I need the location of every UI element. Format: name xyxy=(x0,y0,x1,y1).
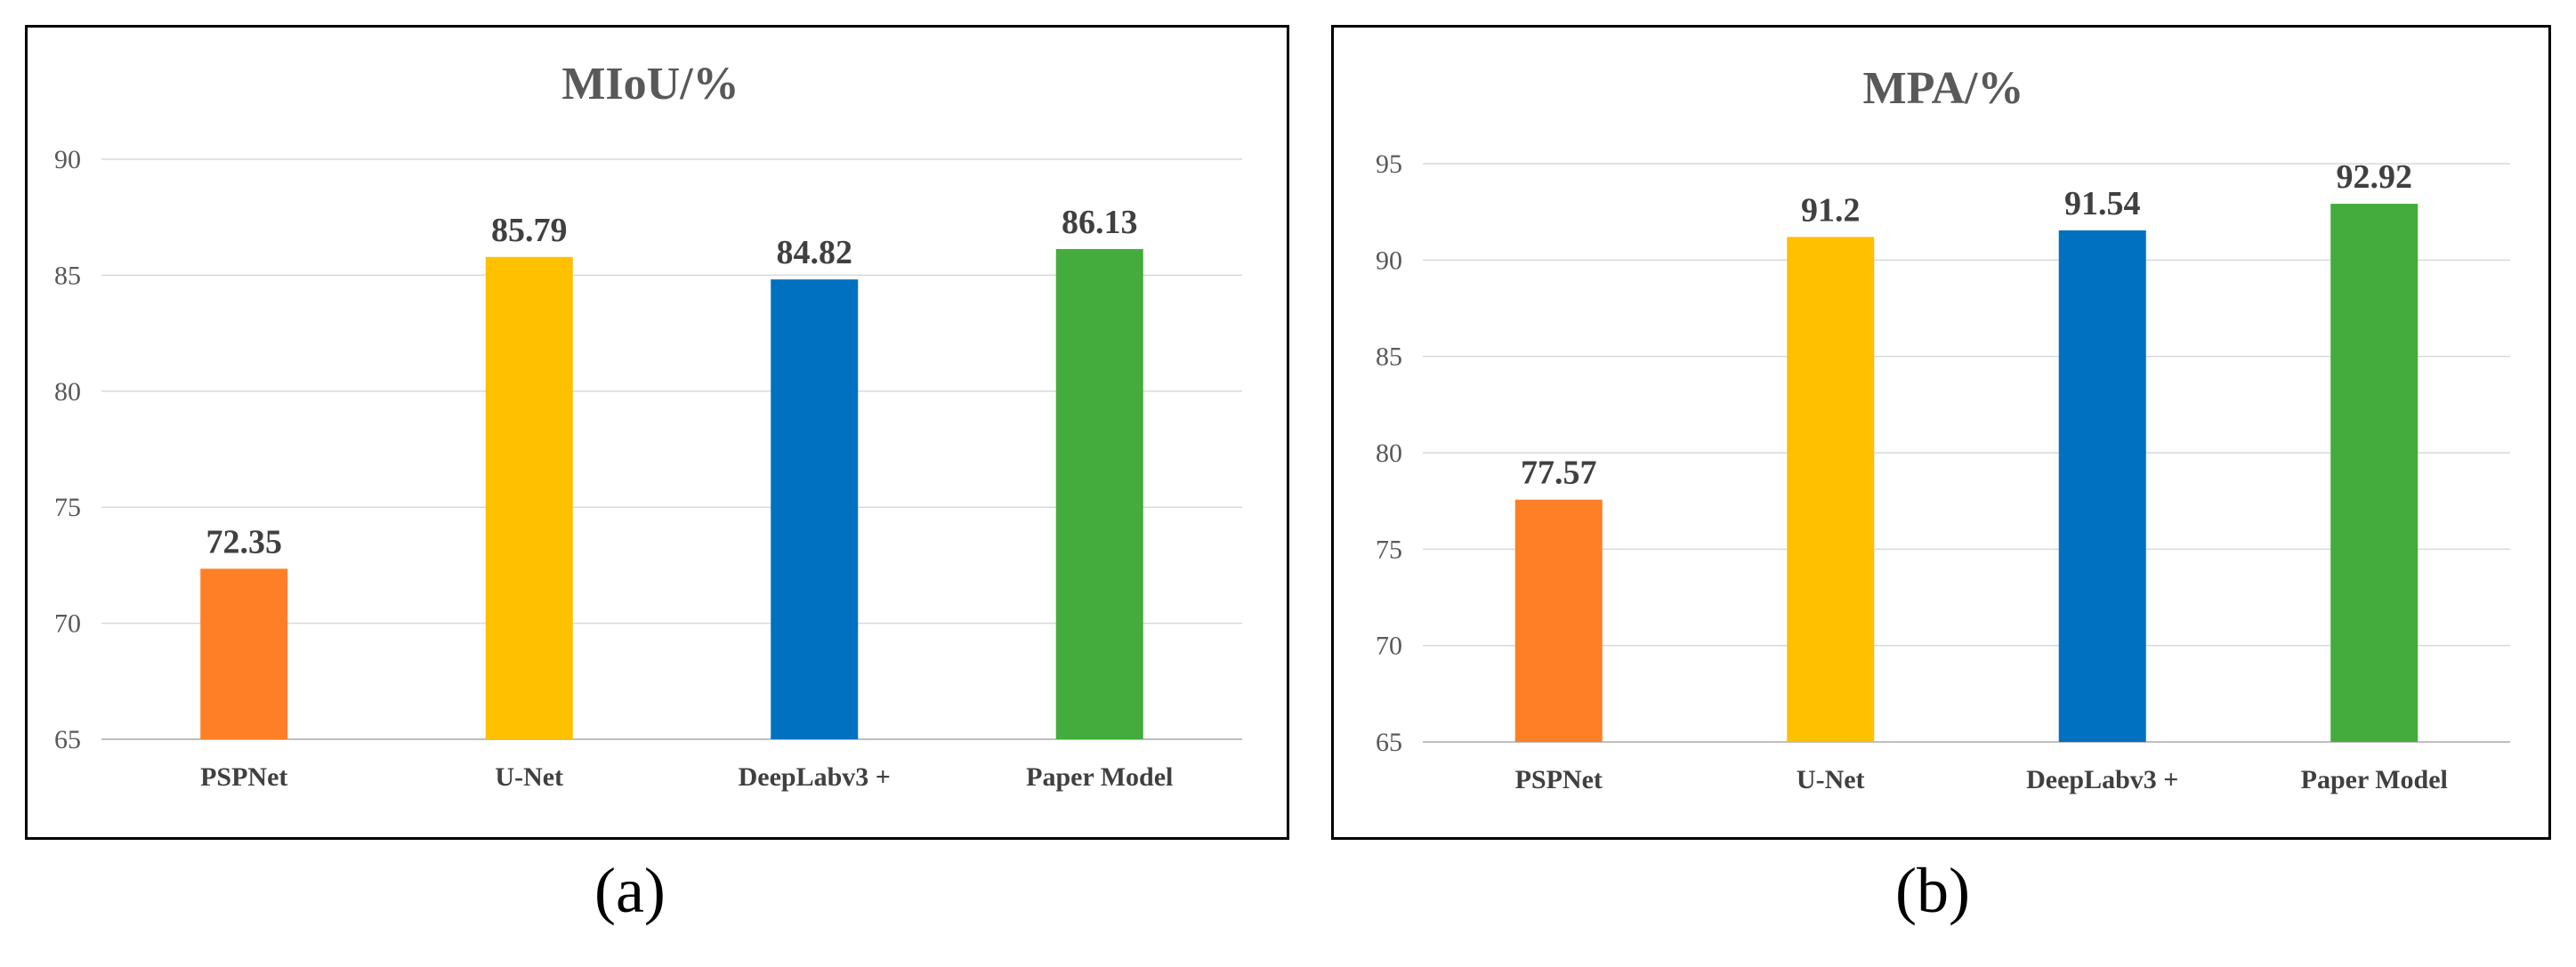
x-tick-label: Paper Model xyxy=(2301,765,2448,794)
y-tick-label: 95 xyxy=(1376,149,1402,179)
data-label: 77.57 xyxy=(1521,455,1597,492)
x-tick-label: PSPNet xyxy=(200,762,287,792)
chart-panel-miou: MIoU/% 65 70 75 80 85 90 72.35 PSPNet 85.79 U-Net 8… xyxy=(25,25,1289,840)
data-label: 86.13 xyxy=(1062,204,1138,241)
data-label: 85.79 xyxy=(491,212,568,249)
bar xyxy=(1787,237,1875,742)
y-tick-label: 80 xyxy=(54,377,81,407)
mpa-chart: MPA/% 65 70 75 80 85 90 95 77.57 PSPNet 91.2 U-Net 9… xyxy=(1376,63,2510,794)
chart-panel-mpa: MPA/% 65 70 75 80 85 90 95 77.57 PSPNet 91.2 U-Net 9… xyxy=(1331,25,2551,840)
x-tick-label: Paper Model xyxy=(1026,762,1173,792)
x-tick-label: U-Net xyxy=(1797,765,1865,794)
bar xyxy=(2330,204,2419,743)
y-tick-label: 85 xyxy=(1376,342,1402,372)
y-tick-label: 75 xyxy=(54,493,81,522)
bar xyxy=(1514,499,1603,742)
data-label: 92.92 xyxy=(2337,158,2413,196)
caption-b: (b) xyxy=(1895,855,1970,926)
chart-title: MIoU/% xyxy=(561,59,739,109)
chart-title: MPA/% xyxy=(1863,63,2024,114)
x-tick-label: PSPNet xyxy=(1515,765,1603,794)
y-tick-label: 70 xyxy=(1376,632,1402,661)
y-tick-label: 80 xyxy=(1376,439,1402,468)
data-label: 84.82 xyxy=(777,234,853,271)
caption-a: (a) xyxy=(594,855,666,926)
data-label: 91.54 xyxy=(2064,185,2141,222)
data-label: 72.35 xyxy=(206,523,283,560)
bar xyxy=(200,568,288,739)
bar xyxy=(1055,248,1143,740)
x-tick-label: DeepLabv3 + xyxy=(2026,765,2178,794)
y-tick-label: 75 xyxy=(1376,535,1402,564)
miou-chart: MIoU/% 65 70 75 80 85 90 72.35 PSPNet 85.79 U-Net 8… xyxy=(54,59,1242,792)
y-tick-label: 70 xyxy=(54,609,81,639)
y-tick-label: 90 xyxy=(54,145,81,174)
y-tick-label: 65 xyxy=(54,725,81,754)
y-tick-label: 65 xyxy=(1376,728,1402,757)
data-label: 91.2 xyxy=(1801,191,1861,229)
bar xyxy=(485,256,573,739)
y-tick-label: 90 xyxy=(1376,246,1402,275)
x-tick-label: DeepLabv3 + xyxy=(739,762,891,792)
x-tick-label: U-Net xyxy=(495,762,563,792)
bar xyxy=(2058,230,2146,742)
bar xyxy=(771,279,859,740)
y-tick-label: 85 xyxy=(54,261,81,290)
